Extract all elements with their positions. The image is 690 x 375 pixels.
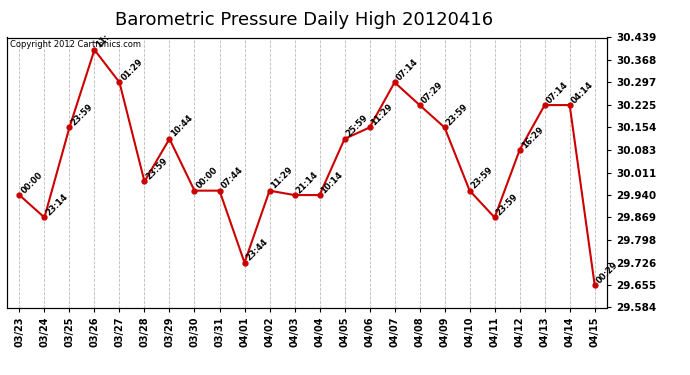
Text: 11:29: 11:29 [370, 102, 395, 128]
Text: 00:29: 00:29 [595, 260, 620, 285]
Text: Barometric Pressure Daily High 20120416: Barometric Pressure Daily High 20120416 [115, 11, 493, 29]
Text: 00:00: 00:00 [19, 170, 44, 195]
Text: 10:44: 10:44 [170, 114, 195, 139]
Text: 23:44: 23:44 [244, 237, 270, 262]
Text: 01:29: 01:29 [119, 57, 145, 82]
Text: 23:59: 23:59 [144, 156, 170, 182]
Text: 07:14: 07:14 [544, 80, 570, 105]
Text: 23:59: 23:59 [470, 165, 495, 190]
Text: 11:29: 11:29 [270, 165, 295, 190]
Text: 11:: 11: [95, 33, 112, 50]
Text: 16:29: 16:29 [520, 124, 545, 150]
Text: Copyright 2012 Cartronics.com: Copyright 2012 Cartronics.com [10, 40, 141, 49]
Text: 21:14: 21:14 [295, 170, 320, 195]
Text: 23:59: 23:59 [70, 102, 95, 128]
Text: 07:29: 07:29 [420, 80, 445, 105]
Text: 07:14: 07:14 [395, 57, 420, 82]
Text: 00:00: 00:00 [195, 166, 219, 190]
Text: 23:14: 23:14 [44, 192, 70, 217]
Text: 23:59: 23:59 [495, 192, 520, 217]
Text: 04:14: 04:14 [570, 80, 595, 105]
Text: 10:14: 10:14 [319, 170, 345, 195]
Text: 23:59: 23:59 [444, 102, 470, 128]
Text: 07:44: 07:44 [219, 165, 245, 190]
Text: 25:59: 25:59 [344, 114, 370, 139]
